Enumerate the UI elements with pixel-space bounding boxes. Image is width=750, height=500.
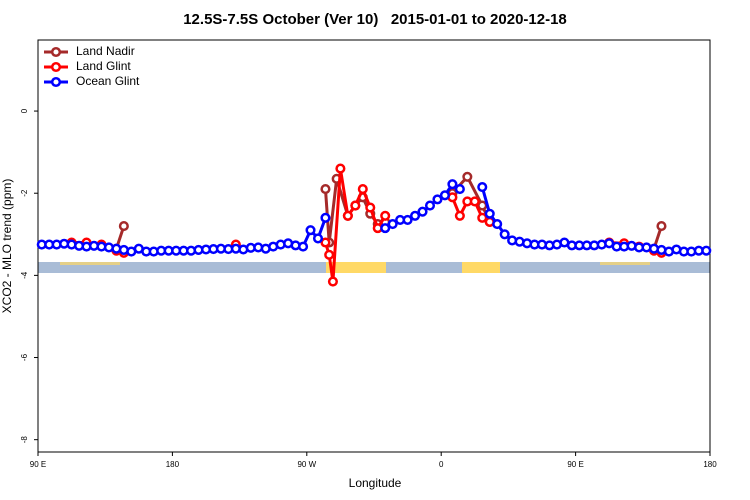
y-tick-label: 0 [20, 108, 29, 113]
point [410, 210, 421, 221]
x-tick-label: 180 [166, 460, 180, 469]
point [439, 190, 450, 201]
legend-marker [50, 61, 62, 73]
point [324, 249, 335, 260]
point [387, 218, 398, 230]
point [327, 276, 338, 287]
point [477, 212, 488, 223]
point [305, 225, 316, 236]
x-tick-label: 90 W [297, 460, 316, 469]
legend-marker [50, 46, 62, 58]
chart-title: 12.5S-7.5S October (Ver 10) 2015-01-01 t… [183, 11, 567, 28]
point [454, 210, 465, 221]
point [350, 200, 361, 211]
point [701, 245, 712, 256]
y-tick-label: -4 [20, 271, 29, 279]
point [320, 184, 331, 195]
x-tick-label: 90 E [567, 460, 583, 469]
point [454, 184, 465, 195]
point [492, 218, 503, 230]
point [298, 241, 309, 252]
point [335, 163, 346, 174]
point [320, 237, 331, 248]
x-tick-label: 0 [439, 460, 444, 469]
x-axis-label: Longitude [349, 476, 402, 490]
point [484, 208, 495, 219]
point [357, 184, 368, 195]
point [380, 223, 391, 234]
legend-label: Land Glint [76, 59, 131, 73]
y-tick-label: -6 [20, 353, 29, 361]
point [462, 171, 473, 182]
point [365, 202, 376, 213]
x-tick-label: 90 E [30, 460, 46, 469]
legend-label: Ocean Glint [76, 74, 140, 88]
point [312, 233, 324, 244]
point [320, 212, 331, 223]
point [342, 210, 353, 221]
land-mask [38, 262, 710, 273]
point [447, 179, 458, 190]
point [477, 182, 488, 193]
point [656, 221, 667, 232]
point [432, 194, 443, 205]
legend-marker [50, 76, 62, 88]
point [499, 229, 510, 240]
x-tick-label: 180 [703, 460, 717, 469]
legend-label: Land Nadir [76, 44, 135, 58]
point [424, 200, 436, 211]
y-tick-label: -2 [20, 189, 29, 197]
point [118, 221, 129, 232]
y-tick-label: -8 [20, 436, 29, 444]
point [469, 196, 480, 207]
point [402, 214, 413, 225]
y-axis-label: XCO2 - MLO trend (ppm) [0, 179, 14, 314]
point [380, 210, 391, 221]
point [417, 206, 428, 217]
